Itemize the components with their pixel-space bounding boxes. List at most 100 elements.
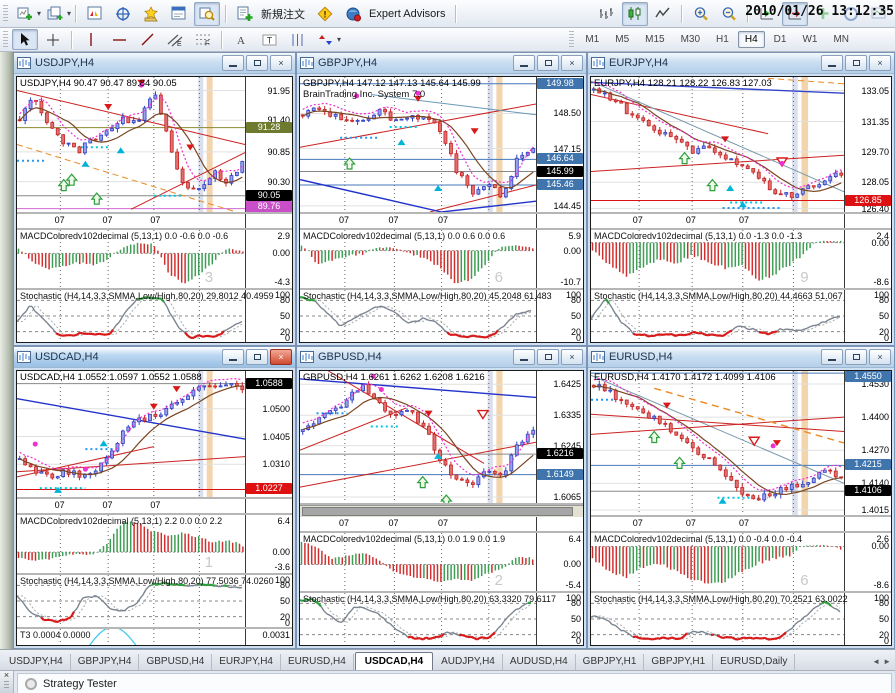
timeframe-button-h4[interactable]: H4 (737, 31, 765, 48)
restore-button[interactable] (246, 349, 268, 365)
stochastic-pane[interactable]: Stochastic (H4,14,3,3,SMMA,Low/High,80,2… (17, 290, 292, 343)
cursor-tool-button[interactable] (12, 29, 38, 50)
timeframe-button-h1[interactable]: H1 (716, 34, 729, 45)
zoom-out-button[interactable] (716, 2, 742, 26)
t3-pane[interactable]: T3 0.0004 0.0000 0.0031 (17, 627, 292, 645)
price-pane[interactable]: USDJPY,H4 90.47 90.47 89.84 90.05 91.95 9… (17, 77, 292, 214)
minimize-button[interactable] (222, 55, 244, 71)
stochastic-pane[interactable]: Stochastic (H4,14,3,3,SMMA,Low/High,80,2… (300, 593, 583, 646)
stochastic-pane[interactable]: Stochastic (H4,14,3,3,SMMA,Low/High,80,2… (591, 290, 891, 343)
restore-button[interactable] (845, 55, 867, 71)
horizontal-line-tool-button[interactable] (106, 29, 132, 50)
stochastic-pane[interactable]: Stochastic (H4,14,3,3,SMMA,Low/High,80,2… (300, 290, 583, 343)
time-axis[interactable]: 07 07 07 (300, 517, 583, 533)
market-watch-button[interactable] (82, 2, 108, 26)
auto-scroll-button[interactable] (754, 2, 780, 26)
macd-pane[interactable]: MACDColoredv102decimal (5,13,1) 0.0 1.9 … (300, 533, 583, 593)
chart-tab-10[interactable]: EURUSD,Daily (713, 654, 796, 670)
expert-advisors-label[interactable]: Expert Advisors (369, 7, 446, 20)
close-button[interactable]: × (270, 349, 292, 365)
equidistant-channel-tool-button[interactable]: E (162, 29, 188, 50)
minimize-button[interactable] (821, 55, 843, 71)
window-titlebar[interactable]: GBPJPY,H4 × (297, 53, 586, 74)
close-button[interactable]: × (869, 349, 891, 365)
price-scale[interactable]: 148.50 147.15 144.45 149.98 146.64 145.99 145.… (536, 77, 583, 212)
chart-tab-1[interactable]: GBPJPY,H4 (71, 654, 140, 670)
restore-button[interactable] (845, 349, 867, 365)
price-pane[interactable]: EURJPY,H4 128.21 128.22 126.83 127.03 13… (591, 77, 891, 214)
toolbar-grip[interactable] (3, 30, 8, 49)
fibonacci-tool-button[interactable]: F (190, 29, 216, 50)
timeframe-button-m15[interactable]: M15 (645, 34, 665, 45)
macd-pane[interactable]: MACDColoredv102decimal (5,13,1) 0.0 -1.3… (591, 230, 891, 290)
chart-tab-3[interactable]: EURJPY,H4 (212, 654, 281, 670)
chart-tab-6[interactable]: AUDJPY,H4 (434, 654, 503, 670)
price-scale[interactable]: 1.4530 1.4400 1.4270 1.4140 1.4015 1.4550 1.42… (844, 371, 891, 515)
tab-scroll-right-icon[interactable]: ► (883, 657, 891, 666)
timeframe-button-d1[interactable]: D1 (773, 34, 787, 45)
macd-pane[interactable]: MACDColoredv102decimal (5,13,1) 0.0 -0.6… (17, 230, 292, 290)
timeframe-button-mn[interactable]: MN (833, 34, 849, 45)
vertical-line-tool-button[interactable] (78, 29, 104, 50)
profiles-dropdown-icon[interactable]: ▾ (67, 9, 72, 18)
toolbar-grip[interactable] (569, 30, 575, 49)
window-titlebar[interactable]: USDCAD,H4 × (14, 347, 295, 368)
close-button[interactable]: × (561, 349, 583, 365)
profiles-button[interactable] (42, 2, 68, 26)
strategy-tester-button[interactable] (194, 1, 221, 26)
chart-tab-5[interactable]: USDCAD,H4 (354, 652, 434, 670)
bar-chart-button[interactable] (594, 2, 620, 26)
timeframe-button-m1[interactable]: M1 (585, 34, 600, 45)
stochastic-pane[interactable]: Stochastic (H4,14,3,3,SMMA,Low/High,80,2… (591, 593, 891, 646)
restore-button[interactable] (246, 55, 268, 71)
window-titlebar[interactable]: EURUSD,H4 × (588, 347, 894, 368)
minimize-button[interactable] (513, 55, 535, 71)
close-button[interactable]: × (270, 55, 292, 71)
data-window-button[interactable] (110, 2, 136, 26)
price-pane[interactable]: USDCAD,H4 1.0552 1.0597 1.0552 1.0588 1.… (17, 371, 292, 499)
window-titlebar[interactable]: EURJPY,H4 × (588, 53, 894, 74)
new-order-label[interactable]: 新規注文 (261, 8, 306, 21)
navigator-button[interactable] (138, 2, 164, 26)
timeframe-button-m5[interactable]: M5 (615, 34, 630, 45)
chart-tab-2[interactable]: GBPUSD,H4 (139, 654, 213, 670)
toolbar-grip[interactable] (3, 4, 8, 23)
stochastic-pane[interactable]: Stochastic (H4,14,3,3,SMMA,Low/High,80,2… (17, 575, 292, 628)
collapsed-panel-strip[interactable] (0, 52, 14, 649)
text-tool-button[interactable]: A (228, 29, 254, 50)
macd-pane[interactable]: MACDColoredv102decimal (5,13,1) 2.2 0.0 … (17, 515, 292, 575)
chart-tab-4[interactable]: EURUSD,H4 (281, 654, 354, 670)
alert-icon[interactable]: ! (312, 2, 338, 26)
strategy-tester-bar[interactable]: Strategy Tester (17, 673, 892, 693)
restore-button[interactable] (537, 349, 559, 365)
price-pane[interactable]: EURUSD,H4 1.4170 1.4172 1.4099 1.4106 1.… (591, 371, 891, 517)
price-scale[interactable]: 1.6425 1.6335 1.6245 1.6065 1.6216 1.6149 (536, 371, 583, 503)
minimize-button[interactable] (821, 349, 843, 365)
price-scale[interactable]: 91.95 91.40 90.85 90.30 91.28 90.05 89.76 (245, 77, 292, 212)
panel-grip[interactable] (4, 681, 9, 689)
window-titlebar[interactable]: USDJPY,H4 × (14, 53, 295, 74)
new-order-button[interactable] (232, 2, 258, 26)
restore-button[interactable] (537, 55, 559, 71)
close-button[interactable]: × (869, 55, 891, 71)
chart-tab-0[interactable]: USDJPY,H4 (2, 654, 71, 670)
crosshair-tool-button[interactable] (40, 29, 66, 50)
macd-pane[interactable]: MACDColoredv102decimal (5,13,1) 0.0 -0.4… (591, 533, 891, 593)
minimize-button[interactable] (222, 349, 244, 365)
text-label-tool-button[interactable]: T (256, 29, 282, 50)
scrollbar-thumb[interactable] (302, 507, 573, 516)
time-axis[interactable]: 07 07 07 (591, 517, 891, 533)
chart-shift-button[interactable] (782, 1, 808, 26)
close-button[interactable]: × (561, 55, 583, 71)
trendline-tool-button[interactable] (134, 29, 160, 50)
new-chart-dropdown-icon[interactable]: ▾ (37, 9, 42, 18)
expert-advisors-icon[interactable] (340, 2, 366, 26)
minimize-button[interactable] (513, 349, 535, 365)
chart-horizontal-scrollbar[interactable] (300, 505, 583, 517)
timeframe-button-w1[interactable]: W1 (802, 34, 818, 45)
indicators-button[interactable] (810, 2, 836, 26)
zoom-in-button[interactable] (688, 2, 714, 26)
tab-scroll-left-icon[interactable]: ◄ (872, 657, 881, 666)
price-pane[interactable]: GBPJPY,H4 147.12 147.13 145.64 145.99 Br… (300, 77, 583, 214)
new-chart-button[interactable] (12, 2, 38, 26)
